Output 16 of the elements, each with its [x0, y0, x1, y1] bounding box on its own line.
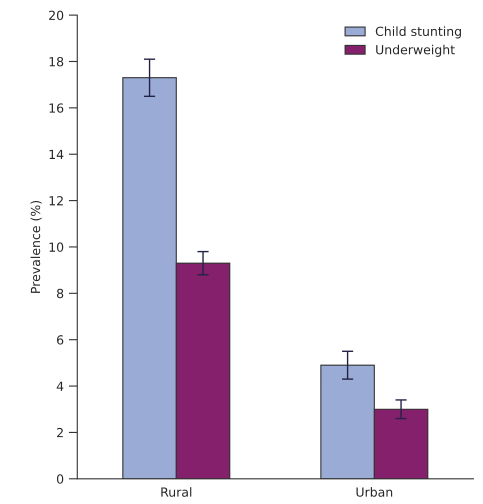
y-tick-label: 4 [56, 382, 64, 391]
y-tick-label: 8 [56, 288, 64, 298]
y-axis-title: Prevalence (%) [30, 200, 42, 293]
y-tick-label: 12 [50, 196, 63, 206]
legend-label: Underweight [376, 44, 455, 57]
y-tick-label: 14 [50, 150, 64, 159]
y-tick-label: 20 [49, 10, 64, 20]
y-tick-label: 10 [50, 242, 64, 252]
x-tick-label: Rural [161, 487, 192, 497]
x-tick-label: Urban [356, 487, 392, 497]
y-tick-label: 6 [57, 335, 64, 345]
y-tick-label: 2 [57, 428, 63, 438]
legend-label: Child stunting [376, 26, 461, 38]
y-tick-label: 0 [56, 474, 64, 484]
y-tick-label: 18 [50, 56, 64, 66]
y-tick-label: 16 [50, 103, 64, 113]
